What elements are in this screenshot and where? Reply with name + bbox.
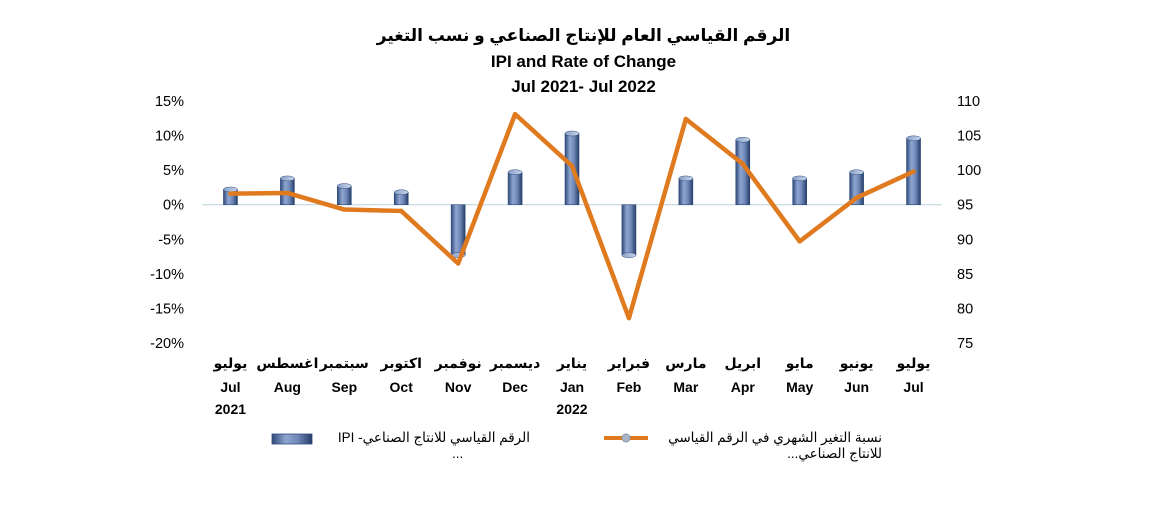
category-label-en: Aug: [274, 379, 301, 395]
legend-line-label: نسبة التغير الشهري في الرقم القياسي للان…: [652, 430, 882, 462]
bar-cap: [507, 169, 523, 175]
category-label-ar: نوفمبر: [434, 355, 482, 372]
category-label-ar: ابريل: [725, 355, 762, 372]
line-point: [626, 315, 632, 321]
bar-cap: [337, 183, 352, 189]
legend-bars-label-line1: الرقم القياسي للانتاج الصناعي- IPI: [337, 430, 530, 445]
category-label-ar: اكتوبر: [380, 355, 422, 372]
left-tick-label: -5%: [158, 232, 184, 248]
category-label-en: Jul: [220, 379, 240, 395]
line-point: [740, 161, 745, 167]
bar-cap: [906, 135, 921, 142]
chart-title: IPI and Rate of Change: [490, 52, 677, 71]
bar-cap: [564, 130, 580, 137]
line-point: [342, 207, 347, 212]
line-point: [569, 163, 575, 169]
bar-cap: [735, 136, 751, 143]
category-label-ar: يوليو: [213, 355, 248, 372]
category-label-en: May: [786, 379, 813, 395]
left-tick-label: 5%: [163, 163, 184, 179]
category-label-en: Sep: [331, 379, 357, 395]
left-tick-label: -15%: [150, 301, 184, 317]
chart-subtitle: Jul 2021- Jul 2022: [511, 77, 656, 96]
bar: [621, 204, 637, 256]
category-label-ar: يناير: [556, 355, 587, 372]
legend-bars-label: الرقم القياسي للانتاج الصناعي- IPI ...: [320, 430, 530, 461]
category-label-ar: فبراير: [607, 355, 650, 372]
category-label-ar: سبتمبر: [319, 355, 369, 372]
bar-cap: [792, 175, 807, 182]
category-label-ar: يوليو: [896, 355, 931, 372]
bar: [678, 178, 694, 206]
category-label-ar: اغسطس: [256, 355, 318, 371]
right-tick-label: 80: [957, 301, 973, 317]
bar-cap: [223, 186, 238, 193]
year-label: 2021: [215, 401, 246, 417]
line-point: [399, 208, 404, 214]
bar: [337, 185, 352, 206]
category-label-en: Jan: [560, 379, 584, 395]
bar-cap: [678, 175, 694, 182]
legend-line-swatch: [604, 433, 648, 443]
category-label-ar: مارس: [665, 355, 706, 371]
category-label-en: Jul: [903, 379, 923, 395]
legend-bar-swatch: [271, 433, 313, 445]
category-label-en: Dec: [502, 379, 528, 395]
line-point: [683, 116, 689, 122]
line-point: [455, 261, 461, 266]
right-tick-label: 90: [957, 232, 973, 248]
legend-line-label-line2: للانتاج الصناعي...: [787, 446, 882, 461]
bar-cap: [393, 189, 409, 196]
legend-bars-label-line2: ...: [452, 446, 464, 461]
right-tick-label: 85: [957, 267, 973, 283]
category-label-ar: مايو: [785, 355, 814, 372]
line-point: [228, 191, 233, 196]
line-point: [911, 169, 916, 174]
right-tick-label: 100: [957, 163, 981, 179]
right-tick-label: 75: [957, 336, 973, 352]
right-tick-label: 110: [957, 94, 980, 110]
year-label: 2022: [556, 401, 587, 417]
bar: [507, 171, 523, 206]
category-label-en: Oct: [390, 379, 414, 395]
left-tick-label: -20%: [150, 336, 184, 352]
left-tick-label: -10%: [150, 267, 184, 283]
line-point: [854, 195, 859, 200]
right-tick-label: 105: [957, 129, 981, 145]
category-label-ar: ديسمبر: [489, 355, 541, 372]
bar-cap: [621, 252, 637, 258]
category-label-en: Feb: [616, 379, 641, 395]
bar-cap: [280, 175, 295, 182]
line-point: [797, 239, 802, 244]
left-tick-label: 15%: [155, 94, 184, 110]
category-label-en: Jun: [844, 379, 869, 395]
left-tick-label: 0%: [163, 198, 184, 214]
legend-line-label-line1: نسبة التغير الشهري في الرقم القياسي: [668, 430, 882, 445]
chart-title-arabic: الرقم القياسي العام للإنتاج الصناعي و نس…: [376, 26, 791, 45]
category-label-en: Nov: [445, 379, 472, 395]
line-point: [512, 111, 518, 117]
left-tick-label: 10%: [155, 129, 184, 145]
bar: [792, 178, 807, 206]
line-point: [285, 190, 290, 196]
category-label-en: Mar: [673, 379, 698, 395]
category-label-en: Apr: [731, 379, 756, 395]
bar-cap: [849, 169, 864, 175]
right-tick-label: 95: [957, 198, 973, 214]
category-label-ar: يونيو: [839, 355, 874, 372]
